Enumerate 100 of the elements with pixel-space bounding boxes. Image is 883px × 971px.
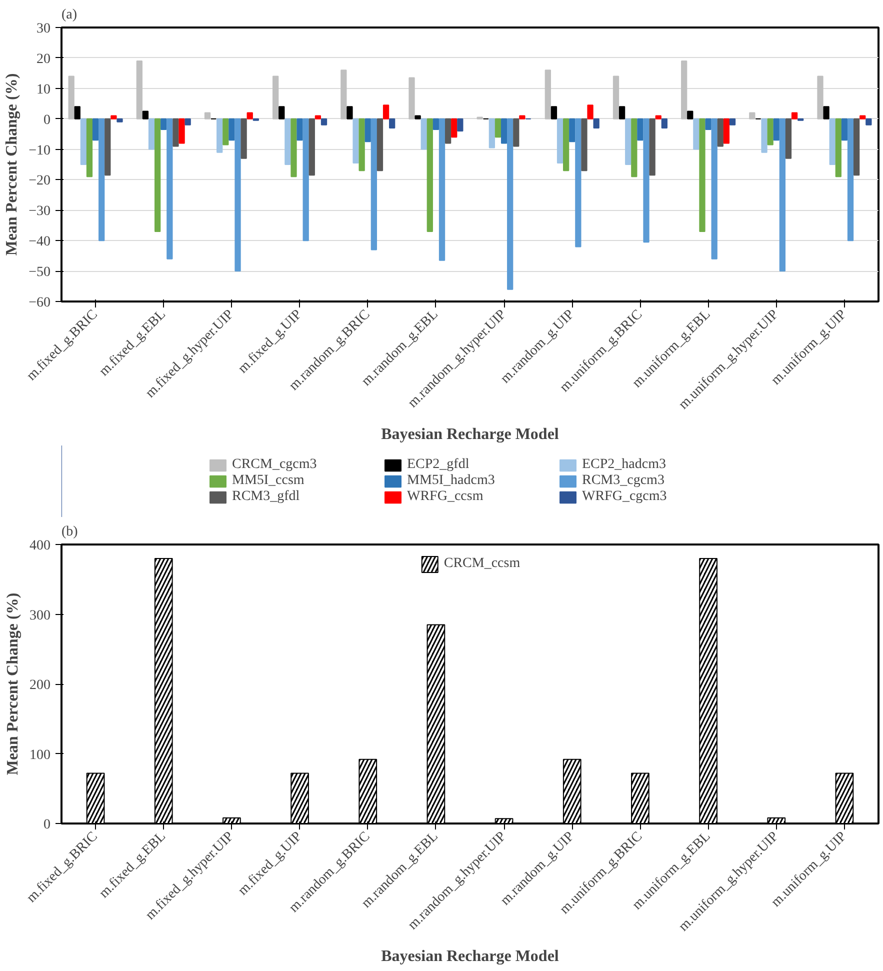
- bar: [575, 118, 582, 248]
- bar: [382, 104, 390, 120]
- bar: [767, 118, 774, 146]
- y-tick-label: −10: [28, 143, 51, 158]
- bar: [246, 112, 253, 120]
- bar: [723, 118, 730, 144]
- y-tick-label: 30: [36, 22, 50, 36]
- bar: [563, 118, 570, 172]
- bar: [166, 118, 173, 260]
- bar: [160, 118, 167, 130]
- legend-label: WRFG_ccsm: [407, 489, 484, 505]
- bar: [791, 112, 798, 120]
- y-tick-label: 100: [30, 748, 50, 763]
- bar: [216, 118, 223, 153]
- bar: [593, 118, 600, 128]
- bar: [643, 118, 650, 243]
- legend-label: ECP2_hadcm3: [582, 457, 667, 473]
- y-tick-label: 400: [30, 538, 50, 554]
- bar: [358, 118, 365, 172]
- x-axis-title: Bayesian Recharge Model: [381, 948, 560, 965]
- bar: [420, 118, 427, 150]
- bar: [519, 115, 526, 120]
- bar: [637, 118, 644, 141]
- bar: [148, 118, 155, 150]
- bar: [687, 110, 694, 120]
- bar: [240, 118, 247, 159]
- bar: [432, 118, 440, 130]
- bar: [340, 70, 347, 120]
- bar: [661, 118, 668, 128]
- bar: [699, 118, 706, 232]
- bar: [556, 118, 564, 164]
- legend-label: MM5I_ccsm: [232, 473, 306, 489]
- y-tick-label: −60: [28, 296, 51, 310]
- bar: [823, 106, 830, 120]
- y-axis-title: Mean Percent Change (%): [4, 73, 21, 256]
- bar: [116, 118, 123, 122]
- bar: [612, 76, 620, 120]
- bar: [142, 110, 149, 120]
- bar: [228, 118, 235, 141]
- bar: [507, 118, 514, 290]
- y-tick-label: 0: [44, 818, 50, 832]
- bar: [847, 118, 854, 242]
- bar: [272, 76, 279, 120]
- bar: [681, 60, 688, 120]
- y-tick-label: −50: [28, 265, 51, 280]
- bar: [513, 118, 520, 147]
- bar: [655, 115, 662, 120]
- bar: [705, 118, 712, 130]
- bar: [302, 118, 309, 242]
- bar: [308, 118, 315, 176]
- bar: [426, 118, 433, 232]
- bar: [184, 118, 191, 126]
- bar: [104, 118, 111, 176]
- bar: [494, 118, 502, 138]
- bar: [693, 118, 700, 150]
- bar: [284, 118, 291, 165]
- bar: [457, 118, 464, 132]
- bar: [451, 118, 458, 138]
- bar: [376, 118, 384, 172]
- bar: [544, 70, 551, 120]
- bar: [92, 118, 99, 141]
- bar: [74, 106, 80, 120]
- y-tick-label: −30: [28, 204, 51, 220]
- bar: [320, 118, 328, 126]
- legend-label: MM5I_hadcm3: [407, 473, 496, 489]
- y-tick-label: 20: [36, 52, 50, 67]
- legend-label: RCM3_cgcm3: [582, 473, 666, 489]
- bar: [370, 118, 377, 250]
- legend-label: CRCM_cgcm3: [232, 457, 318, 473]
- bar: [389, 118, 396, 128]
- bar: [68, 76, 74, 120]
- bar: [352, 118, 359, 164]
- y-tick-label: 200: [30, 678, 50, 693]
- bar: [154, 118, 161, 232]
- bar: [178, 118, 185, 144]
- bar: [444, 118, 452, 144]
- legend-label: CRCM_ccsm: [444, 556, 520, 572]
- bar: [835, 118, 842, 178]
- y-tick-label: 0: [44, 112, 50, 128]
- bar: [408, 77, 415, 120]
- bar: [364, 118, 371, 142]
- y-tick-label: 300: [30, 608, 50, 624]
- legend-label: ECP2_gfdl: [407, 457, 470, 473]
- y-tick-label: 10: [36, 82, 50, 98]
- bar: [278, 106, 285, 120]
- bar: [785, 118, 792, 159]
- chart-title: (b): [62, 524, 78, 540]
- bar: [136, 60, 142, 120]
- bar: [488, 118, 496, 148]
- y-tick-label: −40: [28, 234, 51, 250]
- x-axis-title: Bayesian Recharge Model: [381, 426, 560, 443]
- bar: [98, 118, 105, 242]
- bar: [779, 118, 786, 272]
- bar: [110, 115, 117, 120]
- bar: [631, 118, 638, 178]
- bar: [581, 118, 588, 172]
- bar: [711, 118, 718, 260]
- bar: [717, 118, 724, 147]
- bar: [817, 76, 824, 120]
- bar: [80, 118, 87, 165]
